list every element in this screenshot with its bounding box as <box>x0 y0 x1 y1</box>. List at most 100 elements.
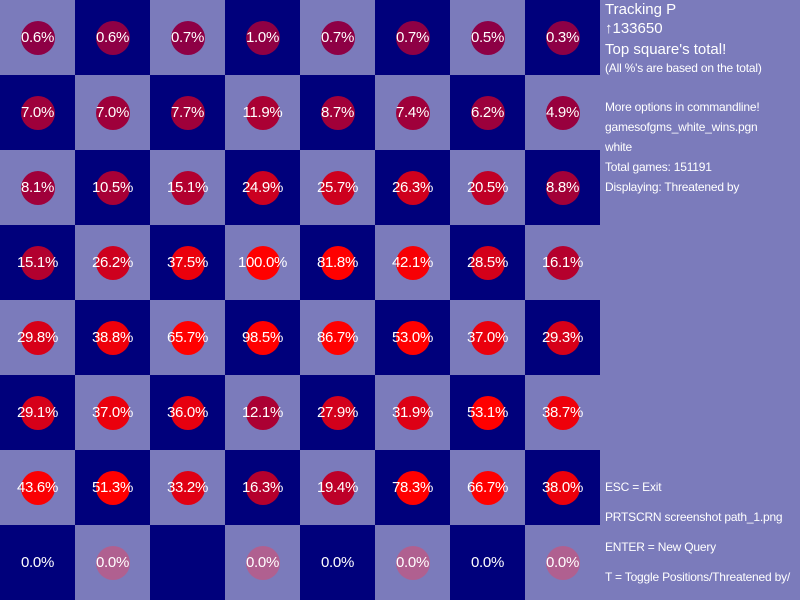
board-square[interactable]: 8.1% <box>0 150 75 225</box>
board-square[interactable]: 20.5% <box>450 150 525 225</box>
display-mode: Displaying: Threatened by <box>605 180 740 194</box>
square-percentage <box>150 525 225 600</box>
square-percentage: 0.0% <box>321 554 354 571</box>
heat-dot <box>545 20 580 55</box>
board-square[interactable]: 7.4% <box>375 75 450 150</box>
square-percentage: 36.0% <box>166 404 209 421</box>
board-square[interactable]: 8.8% <box>525 150 600 225</box>
square-percentage: 42.1% <box>391 254 434 271</box>
square-percentage: 0.7% <box>321 29 354 46</box>
board-square[interactable]: 19.4% <box>300 450 375 525</box>
board-square[interactable]: 0.6% <box>75 0 150 75</box>
board-square[interactable]: 0.0% <box>75 525 150 600</box>
board-square[interactable]: 29.1% <box>0 375 75 450</box>
board-square[interactable]: 66.7% <box>450 450 525 525</box>
board-square[interactable]: 37.5% <box>150 225 225 300</box>
heat-dot <box>20 395 55 430</box>
board-square[interactable]: 0.0% <box>450 525 525 600</box>
board-square[interactable]: 100.0% <box>225 225 300 300</box>
board-square[interactable]: 15.1% <box>150 150 225 225</box>
board-square[interactable] <box>150 525 225 600</box>
board-square[interactable]: 15.1% <box>0 225 75 300</box>
board-square[interactable]: 11.9% <box>225 75 300 150</box>
board-square[interactable]: 7.0% <box>75 75 150 150</box>
board-square[interactable]: 24.9% <box>225 150 300 225</box>
heat-dot <box>245 395 280 430</box>
board-square[interactable]: 12.1% <box>225 375 300 450</box>
heat-dot <box>470 20 505 55</box>
board-square[interactable]: 0.0% <box>0 525 75 600</box>
board-square[interactable]: 6.2% <box>450 75 525 150</box>
board-square[interactable]: 98.5% <box>225 300 300 375</box>
board-square[interactable]: 0.0% <box>225 525 300 600</box>
board-square[interactable]: 53.1% <box>450 375 525 450</box>
square-percentage: 20.5% <box>466 179 509 196</box>
square-percentage: 1.0% <box>246 29 279 46</box>
board-square[interactable]: 7.0% <box>0 75 75 150</box>
square-percentage: 12.1% <box>241 404 284 421</box>
heat-dot <box>320 95 355 130</box>
board-square[interactable]: 27.9% <box>300 375 375 450</box>
board-square[interactable]: 38.0% <box>525 450 600 525</box>
board-square[interactable]: 29.3% <box>525 300 600 375</box>
board-square[interactable]: 1.0% <box>225 0 300 75</box>
heat-dot <box>95 20 130 55</box>
board-square[interactable]: 53.0% <box>375 300 450 375</box>
board-square[interactable]: 43.6% <box>0 450 75 525</box>
board-square[interactable]: 0.7% <box>300 0 375 75</box>
percent-note: (All %'s are based on the total) <box>605 61 762 75</box>
board-square[interactable]: 0.0% <box>525 525 600 600</box>
board-square[interactable]: 38.8% <box>75 300 150 375</box>
board-square[interactable]: 26.3% <box>375 150 450 225</box>
square-percentage: 28.5% <box>466 254 509 271</box>
square-percentage: 100.0% <box>237 254 288 271</box>
heat-dot <box>320 395 355 430</box>
board-square[interactable]: 0.7% <box>375 0 450 75</box>
board-square[interactable]: 7.7% <box>150 75 225 150</box>
square-percentage: 16.1% <box>541 254 584 271</box>
board-square[interactable]: 81.8% <box>300 225 375 300</box>
board-square[interactable]: 4.9% <box>525 75 600 150</box>
board-square[interactable]: 0.6% <box>0 0 75 75</box>
board-square[interactable]: 29.8% <box>0 300 75 375</box>
board-square[interactable]: 31.9% <box>375 375 450 450</box>
board-square[interactable]: 38.7% <box>525 375 600 450</box>
heat-dot <box>470 95 505 130</box>
square-percentage: 0.0% <box>21 554 54 571</box>
board-square[interactable]: 8.7% <box>300 75 375 150</box>
square-percentage: 0.0% <box>471 554 504 571</box>
board-square[interactable]: 0.0% <box>300 525 375 600</box>
board-square[interactable]: 0.7% <box>150 0 225 75</box>
board-square[interactable]: 26.2% <box>75 225 150 300</box>
top-square-label: Top square's total! <box>605 41 727 58</box>
board-square[interactable]: 0.3% <box>525 0 600 75</box>
board-square[interactable]: 10.5% <box>75 150 150 225</box>
heat-dot <box>470 320 505 355</box>
board-square[interactable]: 25.7% <box>300 150 375 225</box>
board-square[interactable]: 42.1% <box>375 225 450 300</box>
square-percentage: 38.7% <box>541 404 584 421</box>
board-square[interactable]: 37.0% <box>75 375 150 450</box>
board-square[interactable]: 86.7% <box>300 300 375 375</box>
board-square[interactable]: 33.2% <box>150 450 225 525</box>
enter-help: ENTER = New Query <box>605 540 716 554</box>
heat-dot <box>95 170 130 205</box>
square-percentage: 0.5% <box>471 29 504 46</box>
board-square[interactable]: 16.1% <box>525 225 600 300</box>
board-square[interactable]: 51.3% <box>75 450 150 525</box>
square-percentage: 26.3% <box>391 179 434 196</box>
board-square[interactable]: 65.7% <box>150 300 225 375</box>
piece-id: ↑133650 <box>605 20 663 37</box>
board-square[interactable]: 16.3% <box>225 450 300 525</box>
square-percentage: 0.7% <box>171 29 204 46</box>
heat-dot <box>545 245 580 280</box>
board-square[interactable]: 36.0% <box>150 375 225 450</box>
heat-dot <box>20 320 55 355</box>
board-square[interactable]: 37.0% <box>450 300 525 375</box>
heat-dot <box>470 245 505 280</box>
board-square[interactable]: 78.3% <box>375 450 450 525</box>
square-percentage: 24.9% <box>241 179 284 196</box>
board-square[interactable]: 0.5% <box>450 0 525 75</box>
board-square[interactable]: 28.5% <box>450 225 525 300</box>
board-square[interactable]: 0.0% <box>375 525 450 600</box>
